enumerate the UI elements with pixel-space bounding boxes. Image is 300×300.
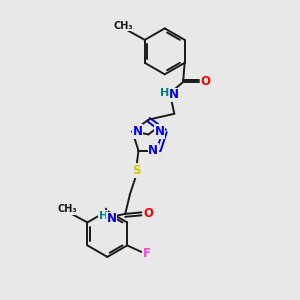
Text: H: H: [160, 88, 169, 98]
Text: N: N: [169, 88, 179, 101]
Text: N: N: [133, 125, 142, 138]
Text: H: H: [98, 211, 108, 221]
Text: N: N: [106, 212, 116, 225]
Text: N: N: [154, 125, 164, 138]
Text: CH₃: CH₃: [114, 21, 134, 31]
Text: O: O: [201, 76, 211, 88]
Text: F: F: [143, 247, 151, 260]
Text: S: S: [132, 164, 140, 177]
Text: N: N: [148, 144, 158, 157]
Text: CH₃: CH₃: [58, 205, 77, 214]
Text: O: O: [143, 207, 153, 220]
